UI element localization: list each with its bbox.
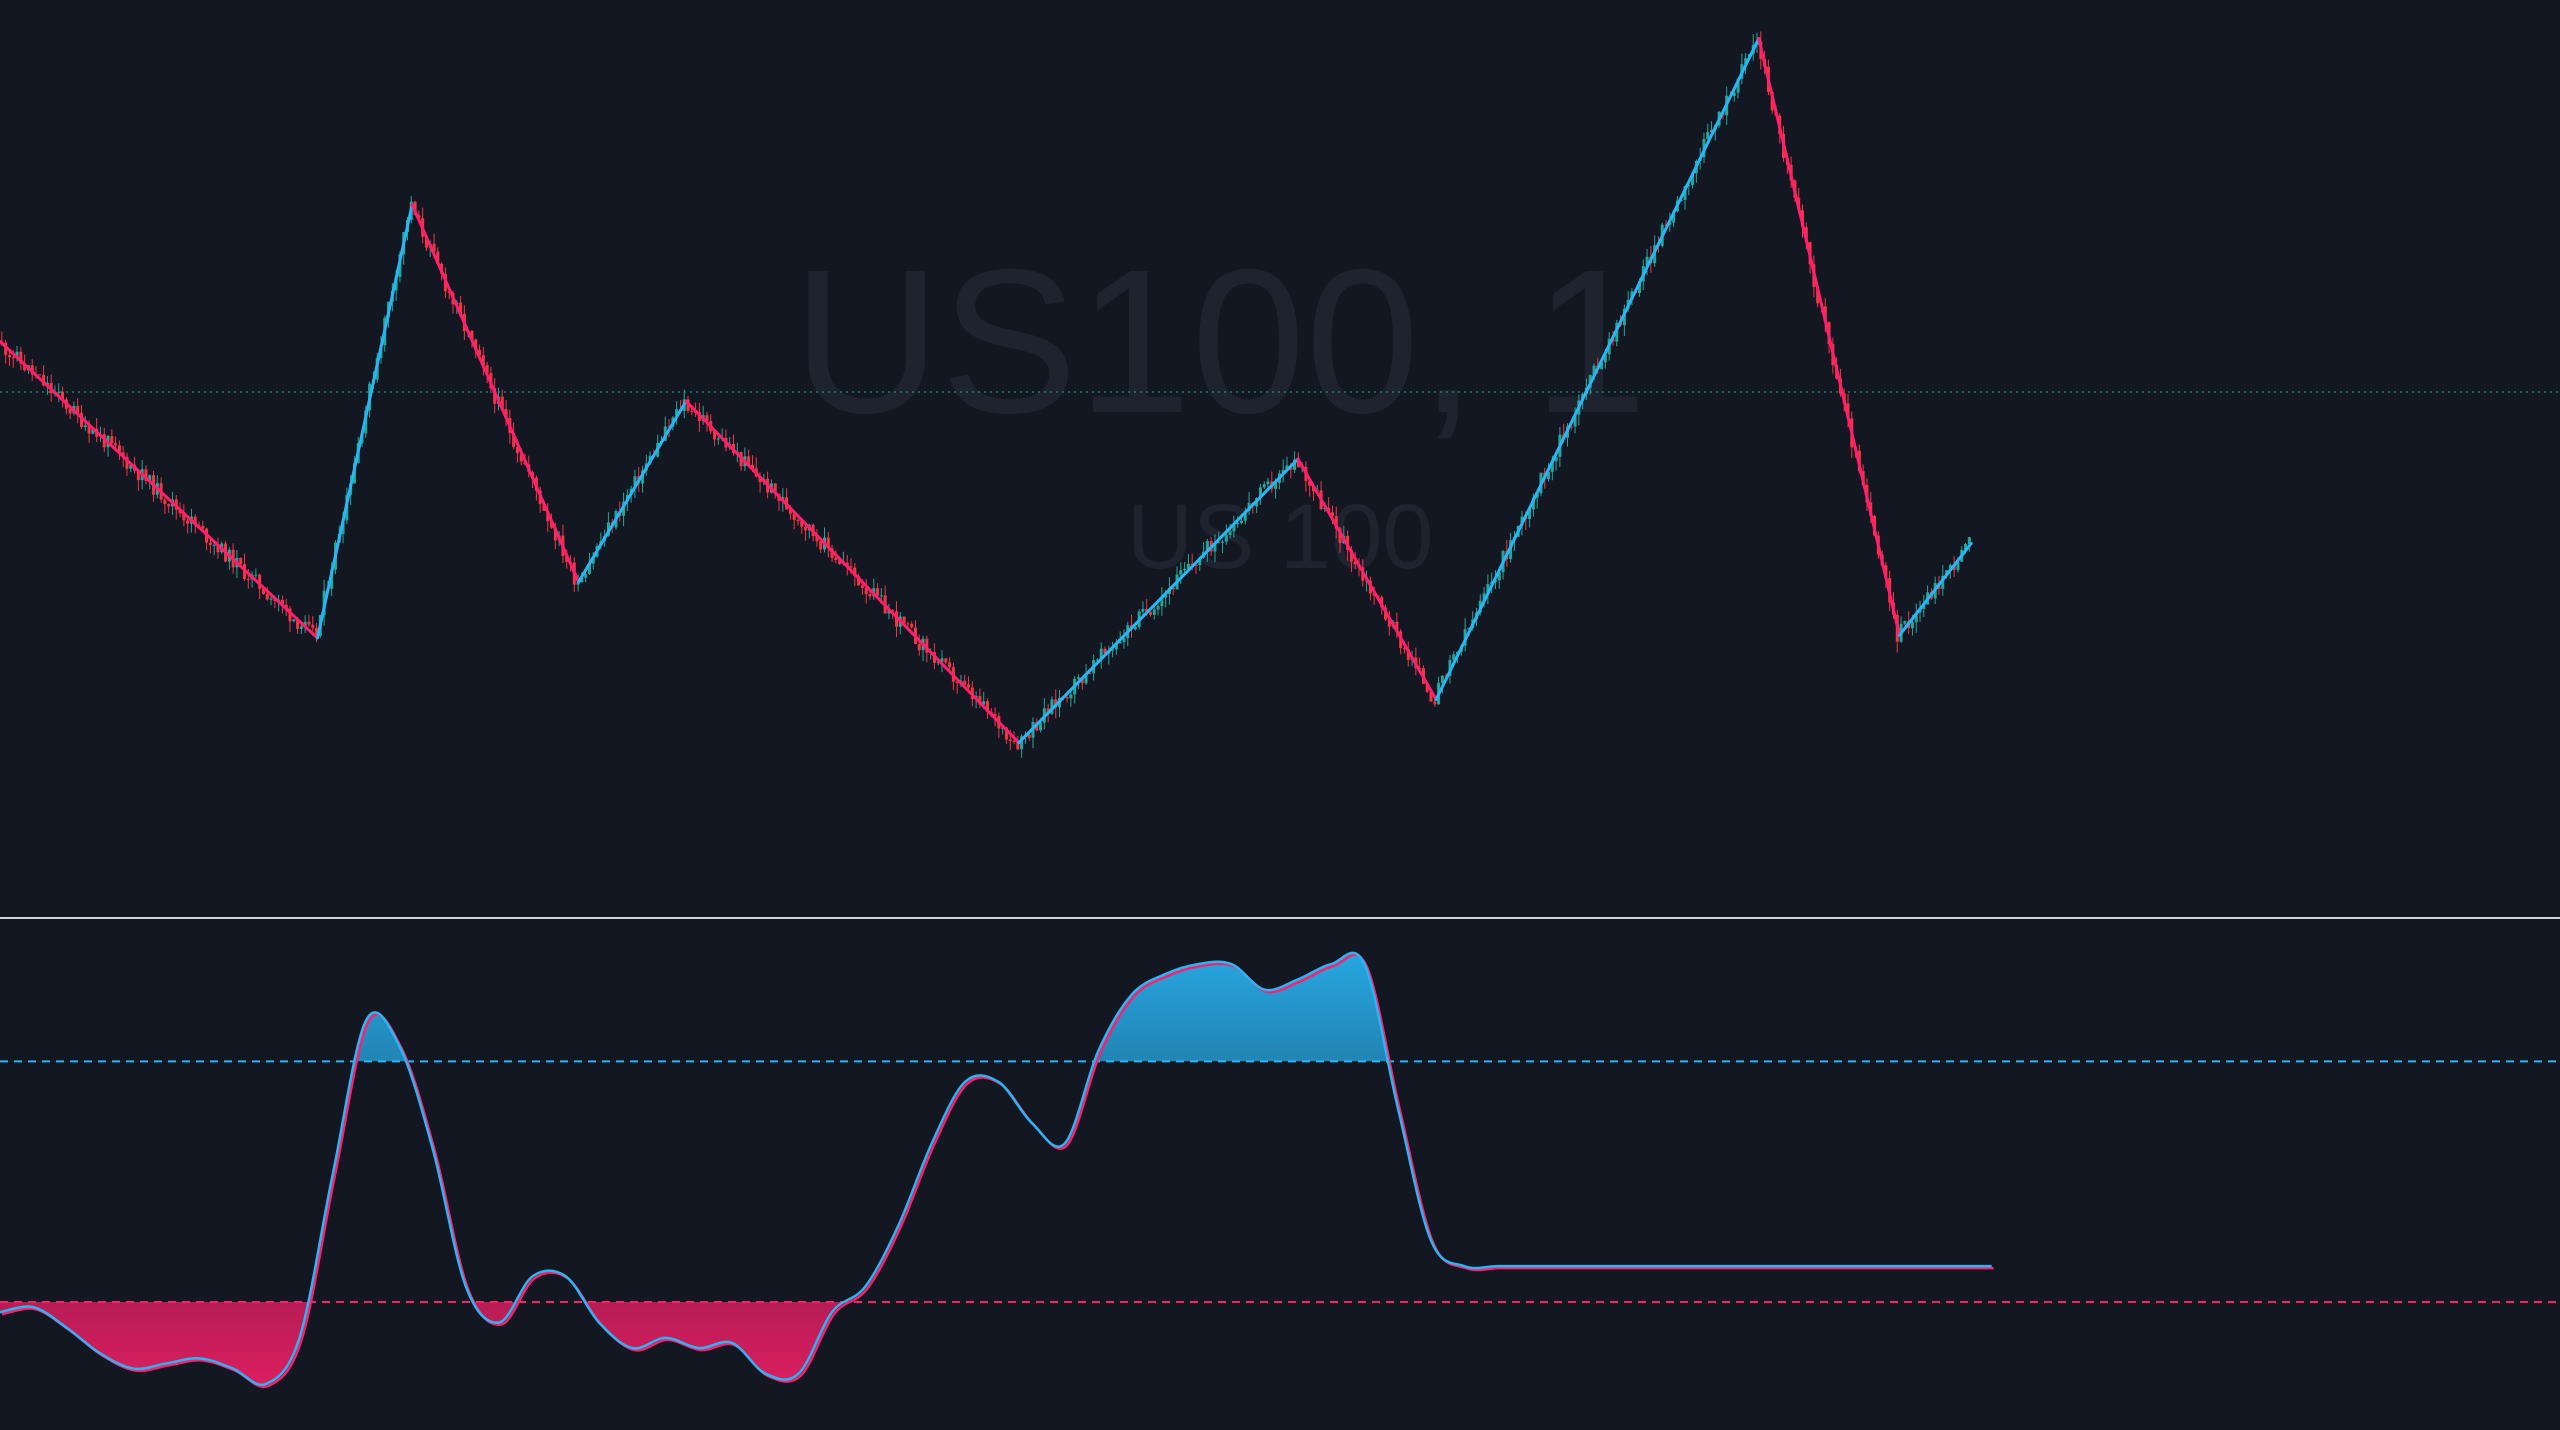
candle [1152, 605, 1156, 620]
candle [1486, 574, 1490, 605]
candle [1069, 689, 1073, 707]
candle [19, 346, 23, 370]
candle [887, 603, 891, 620]
candle [504, 400, 508, 427]
zigzag-segment [315, 203, 414, 640]
candle [307, 614, 311, 627]
candle [212, 542, 216, 556]
candle [1258, 483, 1262, 505]
candle [940, 650, 944, 673]
candle [815, 529, 819, 547]
candle [944, 657, 948, 665]
candle [1554, 456, 1558, 471]
candle [1569, 425, 1573, 431]
candle [1645, 249, 1649, 276]
zigzag-segment [684, 399, 1021, 745]
candle [675, 401, 679, 425]
candle [1156, 601, 1160, 616]
watermark-symbol: US100, 1 [793, 227, 1648, 456]
candle [292, 619, 296, 623]
zigzag [0, 37, 1973, 745]
candle [57, 383, 61, 402]
candle [117, 440, 121, 461]
oscillator-panel [0, 951, 2560, 1389]
candle [796, 518, 800, 526]
candle [144, 465, 148, 485]
oversold-fill [0, 1302, 1992, 1385]
zigzag-segment [577, 399, 688, 584]
candle [1050, 696, 1054, 715]
zigzag-segment [1898, 541, 1973, 637]
candle [1179, 562, 1183, 585]
candle [481, 346, 485, 376]
oscillator-line-signal [1, 953, 1994, 1389]
zigzag-segment [0, 339, 319, 640]
candle [917, 634, 921, 656]
candle [61, 386, 65, 408]
candle [1687, 183, 1691, 196]
candle [792, 513, 796, 530]
candle [1262, 481, 1266, 490]
candle [1387, 610, 1391, 636]
candle [303, 615, 307, 634]
candle [1281, 459, 1285, 483]
candle [83, 416, 87, 431]
candle [167, 503, 171, 513]
candle [478, 344, 482, 356]
candle [1133, 625, 1137, 631]
candle [830, 544, 834, 563]
candle [1224, 524, 1228, 545]
candle [1221, 539, 1225, 553]
candle [1194, 563, 1198, 575]
candle [186, 516, 190, 534]
zigzag-segment [1296, 457, 1438, 702]
candle [288, 605, 292, 632]
candle [633, 469, 637, 499]
candle [1406, 641, 1410, 667]
candle [125, 452, 129, 476]
candle [819, 540, 823, 553]
zigzag-segment [1017, 457, 1300, 745]
candle [1122, 629, 1126, 649]
candle [1903, 620, 1907, 626]
oscillator-line-main [0, 951, 1992, 1387]
candle [804, 524, 808, 541]
candle [1334, 506, 1338, 539]
price-panel [0, 31, 2560, 758]
candle [299, 623, 303, 635]
candle [948, 657, 952, 671]
candle [110, 429, 114, 445]
candle [254, 568, 258, 578]
candle [493, 378, 497, 414]
candle [910, 621, 914, 629]
candle [546, 503, 550, 532]
candle [1111, 641, 1115, 658]
candle [136, 469, 140, 491]
candle [216, 537, 220, 559]
candle [1914, 603, 1918, 633]
candle [163, 497, 167, 515]
candle [1232, 515, 1236, 538]
watermark-description: US 100 [1127, 486, 1434, 588]
candle [967, 676, 971, 691]
candle [1141, 601, 1145, 617]
candle [7, 351, 11, 367]
candle [38, 373, 42, 376]
candle [1213, 534, 1217, 563]
candle [826, 531, 830, 558]
candle [864, 578, 868, 604]
zigzag-segment [1757, 37, 1902, 637]
candle [1160, 587, 1164, 616]
zigzag-segment [410, 203, 581, 584]
zigzag-segment [1434, 37, 1761, 702]
candle [76, 398, 80, 424]
candle [258, 573, 262, 600]
candle [800, 520, 804, 534]
candle [1099, 642, 1103, 669]
candle [1186, 554, 1190, 571]
